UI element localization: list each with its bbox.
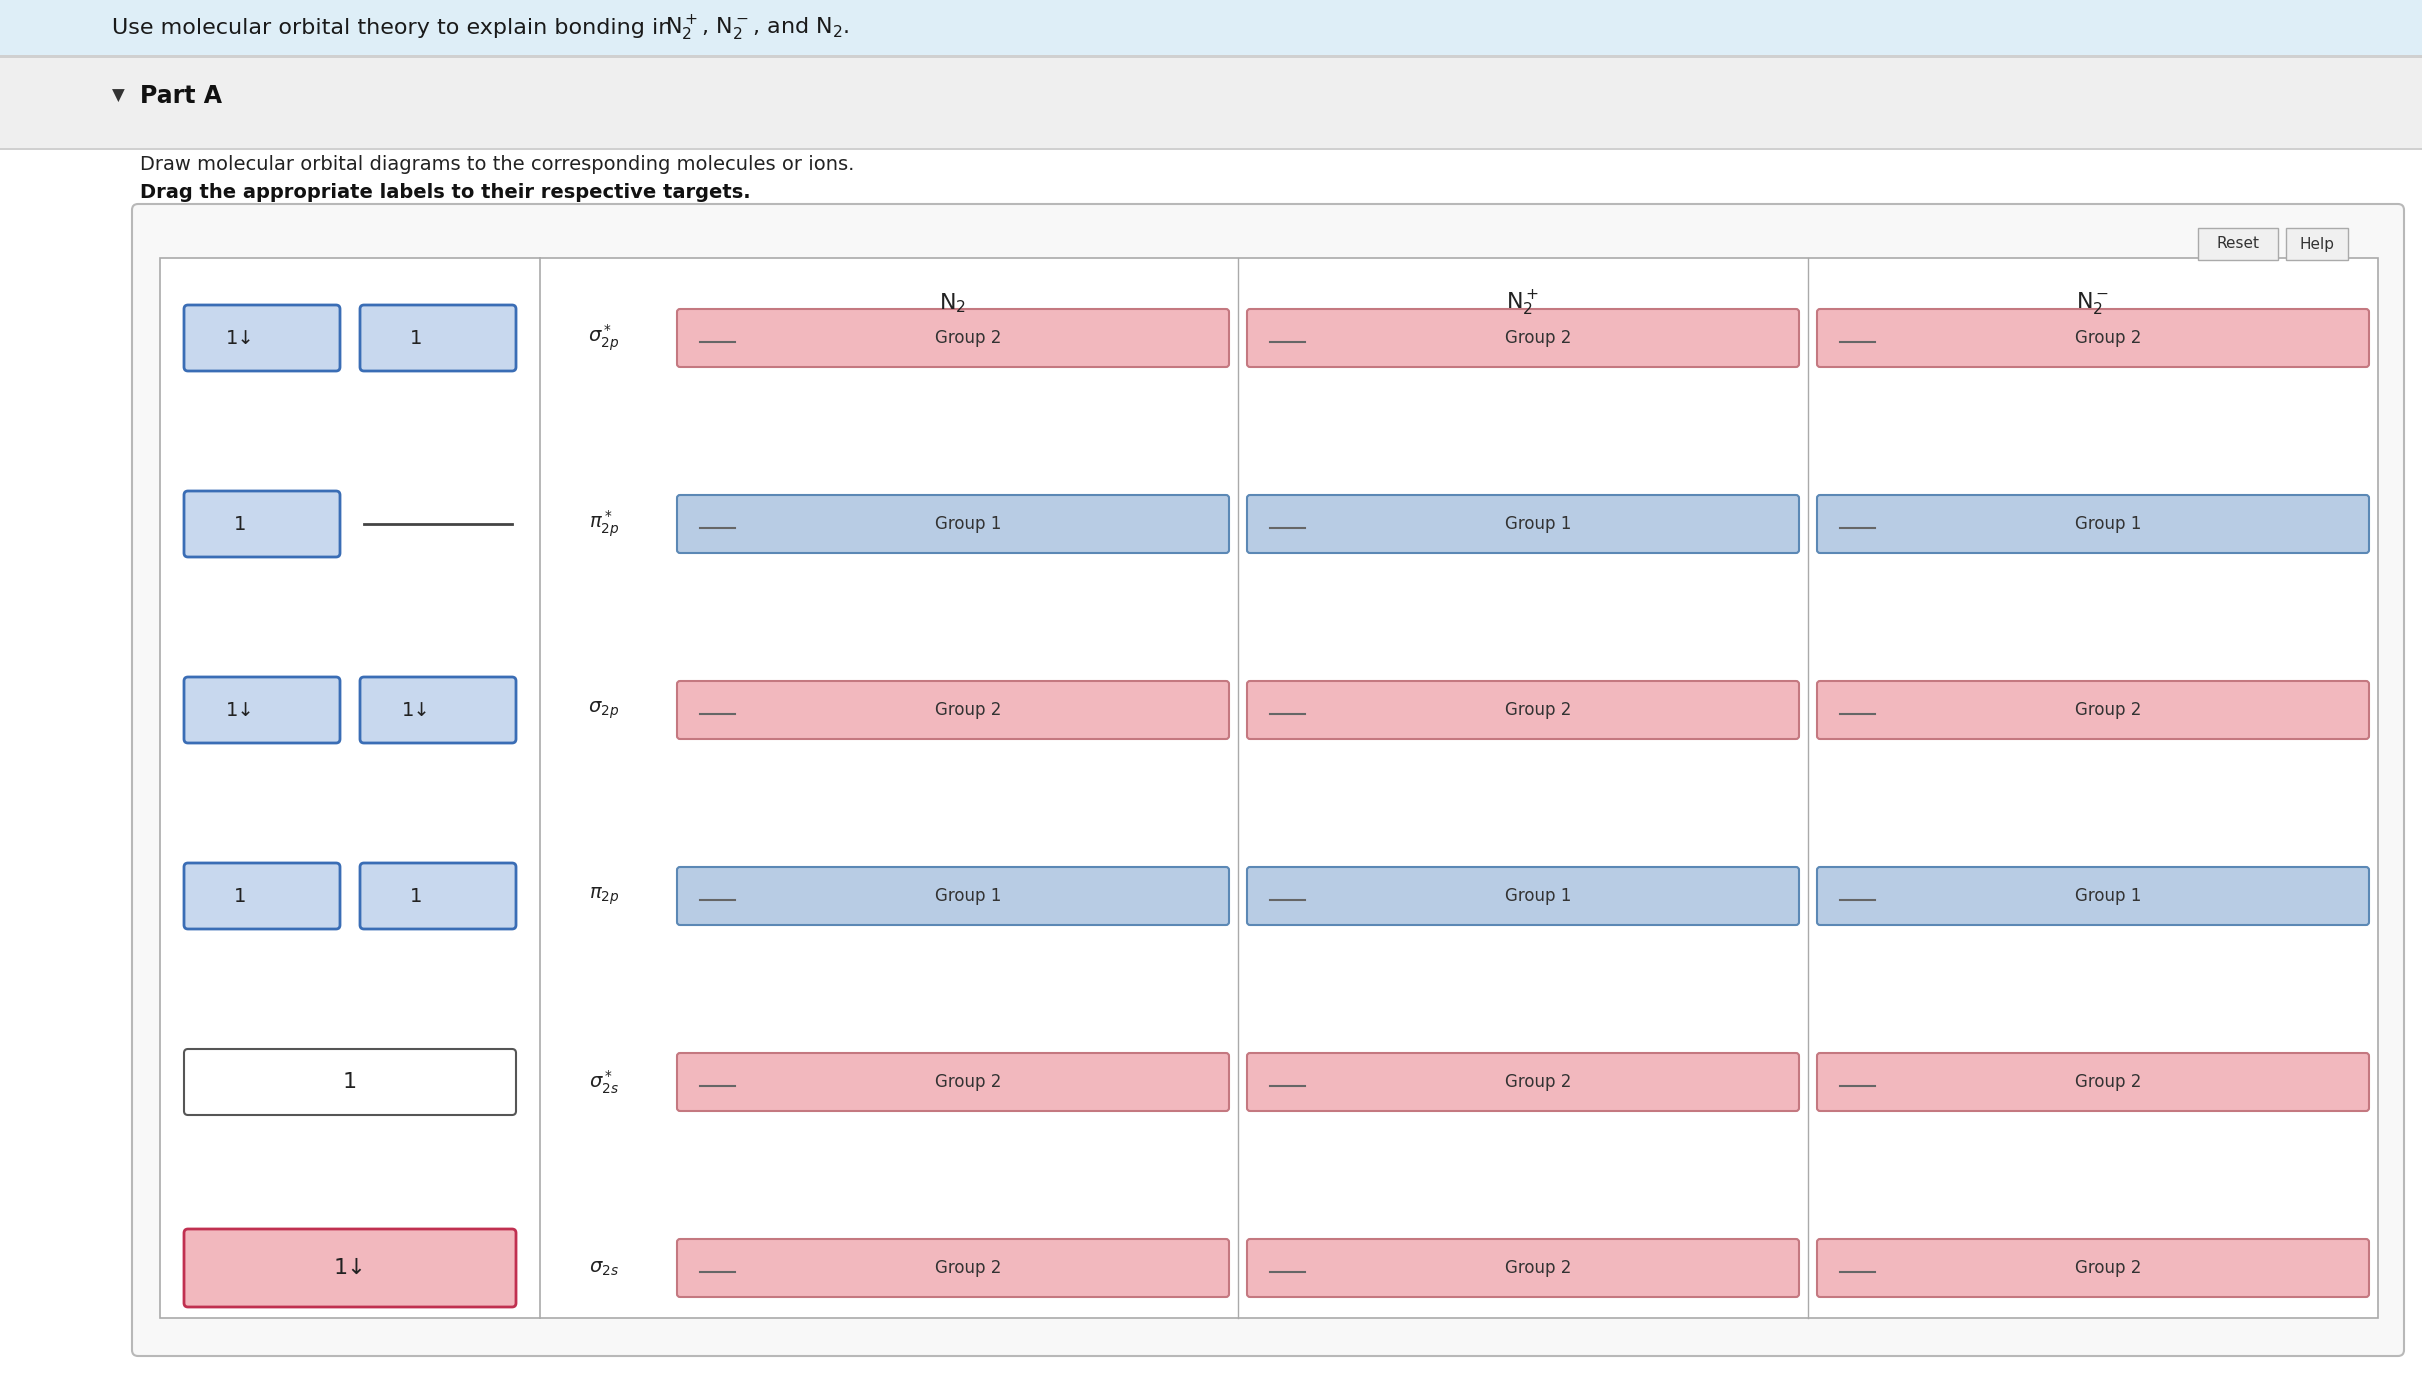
- Text: Group 2: Group 2: [1504, 1072, 1572, 1091]
- Text: 1↓: 1↓: [225, 700, 254, 720]
- FancyBboxPatch shape: [1247, 1239, 1800, 1296]
- FancyBboxPatch shape: [678, 496, 1228, 553]
- FancyBboxPatch shape: [678, 309, 1228, 367]
- FancyBboxPatch shape: [1816, 1239, 2369, 1296]
- Text: Help: Help: [2298, 237, 2335, 252]
- Text: 1: 1: [233, 886, 247, 906]
- Text: Group 1: Group 1: [935, 515, 1000, 533]
- FancyBboxPatch shape: [184, 1229, 516, 1308]
- Text: Group 2: Group 2: [935, 329, 1000, 347]
- Text: Group 2: Group 2: [935, 701, 1000, 720]
- Bar: [0, 150, 2422, 1400]
- FancyBboxPatch shape: [1816, 309, 2369, 367]
- FancyBboxPatch shape: [133, 204, 2405, 1357]
- FancyBboxPatch shape: [1816, 680, 2369, 739]
- FancyBboxPatch shape: [361, 305, 516, 371]
- Text: ▼: ▼: [111, 87, 126, 105]
- Text: Group 1: Group 1: [1504, 515, 1572, 533]
- Bar: [0, 148, 2422, 150]
- Text: Group 2: Group 2: [1504, 1259, 1572, 1277]
- FancyBboxPatch shape: [184, 1049, 516, 1114]
- Text: Group 2: Group 2: [2076, 1259, 2141, 1277]
- Text: 1↓: 1↓: [334, 1259, 366, 1278]
- FancyBboxPatch shape: [1816, 1053, 2369, 1112]
- FancyBboxPatch shape: [678, 680, 1228, 739]
- Text: Group 2: Group 2: [935, 1259, 1000, 1277]
- Bar: [0, 57, 2422, 148]
- FancyBboxPatch shape: [1247, 680, 1800, 739]
- Text: Reset: Reset: [2216, 237, 2260, 252]
- FancyBboxPatch shape: [1247, 496, 1800, 553]
- Text: $\sigma_{2p}$: $\sigma_{2p}$: [589, 699, 620, 721]
- Bar: [0, 0, 2422, 55]
- FancyBboxPatch shape: [1816, 867, 2369, 925]
- Bar: [2286, 228, 2347, 260]
- Text: $\mathrm{N_2^+}$: $\mathrm{N_2^+}$: [1506, 288, 1540, 318]
- FancyBboxPatch shape: [678, 1239, 1228, 1296]
- Text: $\sigma^*_{2p}$: $\sigma^*_{2p}$: [589, 323, 620, 353]
- FancyBboxPatch shape: [184, 305, 339, 371]
- FancyBboxPatch shape: [678, 867, 1228, 925]
- Bar: [0, 55, 2422, 57]
- Text: Use molecular orbital theory to explain bonding in: Use molecular orbital theory to explain …: [111, 18, 681, 38]
- Text: Part A: Part A: [140, 84, 223, 108]
- FancyBboxPatch shape: [1247, 867, 1800, 925]
- Text: $\sigma^*_{2s}$: $\sigma^*_{2s}$: [589, 1068, 620, 1096]
- Text: $\pi^*_{2p}$: $\pi^*_{2p}$: [589, 508, 620, 539]
- Text: $\mathrm{N_2}$: $\mathrm{N_2}$: [940, 291, 966, 315]
- Text: 1: 1: [344, 1072, 356, 1092]
- Text: Group 2: Group 2: [1504, 701, 1572, 720]
- Text: 1: 1: [233, 515, 247, 533]
- Text: 1↓: 1↓: [225, 329, 254, 347]
- FancyBboxPatch shape: [184, 491, 339, 557]
- FancyBboxPatch shape: [184, 862, 339, 930]
- FancyBboxPatch shape: [1247, 1053, 1800, 1112]
- Text: Group 2: Group 2: [1504, 329, 1572, 347]
- Text: 1: 1: [409, 329, 421, 347]
- Text: $\sigma_{2s}$: $\sigma_{2s}$: [589, 1259, 620, 1277]
- Text: $\pi_{2p}$: $\pi_{2p}$: [589, 885, 620, 907]
- Text: $\mathrm{N_2^+}$, $\mathrm{N_2^-}$, and $\mathrm{N_2}$.: $\mathrm{N_2^+}$, $\mathrm{N_2^-}$, and …: [666, 14, 850, 42]
- Text: Group 2: Group 2: [2076, 1072, 2141, 1091]
- Bar: [160, 258, 2378, 1317]
- Text: Group 2: Group 2: [2076, 329, 2141, 347]
- Bar: [2199, 228, 2279, 260]
- Text: Group 1: Group 1: [935, 888, 1000, 904]
- FancyBboxPatch shape: [678, 1053, 1228, 1112]
- FancyBboxPatch shape: [361, 862, 516, 930]
- Text: Group 2: Group 2: [935, 1072, 1000, 1091]
- Text: Group 1: Group 1: [2076, 515, 2141, 533]
- Text: 1↓: 1↓: [402, 700, 431, 720]
- Text: Draw molecular orbital diagrams to the corresponding molecules or ions.: Draw molecular orbital diagrams to the c…: [140, 155, 855, 175]
- Text: Group 2: Group 2: [2076, 701, 2141, 720]
- FancyBboxPatch shape: [1816, 496, 2369, 553]
- Text: $\mathrm{N_2^-}$: $\mathrm{N_2^-}$: [2076, 290, 2110, 316]
- Text: Group 1: Group 1: [1504, 888, 1572, 904]
- FancyBboxPatch shape: [361, 678, 516, 743]
- Text: Drag the appropriate labels to their respective targets.: Drag the appropriate labels to their res…: [140, 182, 751, 202]
- Text: 1: 1: [409, 886, 421, 906]
- FancyBboxPatch shape: [1247, 309, 1800, 367]
- Text: Group 1: Group 1: [2076, 888, 2141, 904]
- FancyBboxPatch shape: [184, 678, 339, 743]
